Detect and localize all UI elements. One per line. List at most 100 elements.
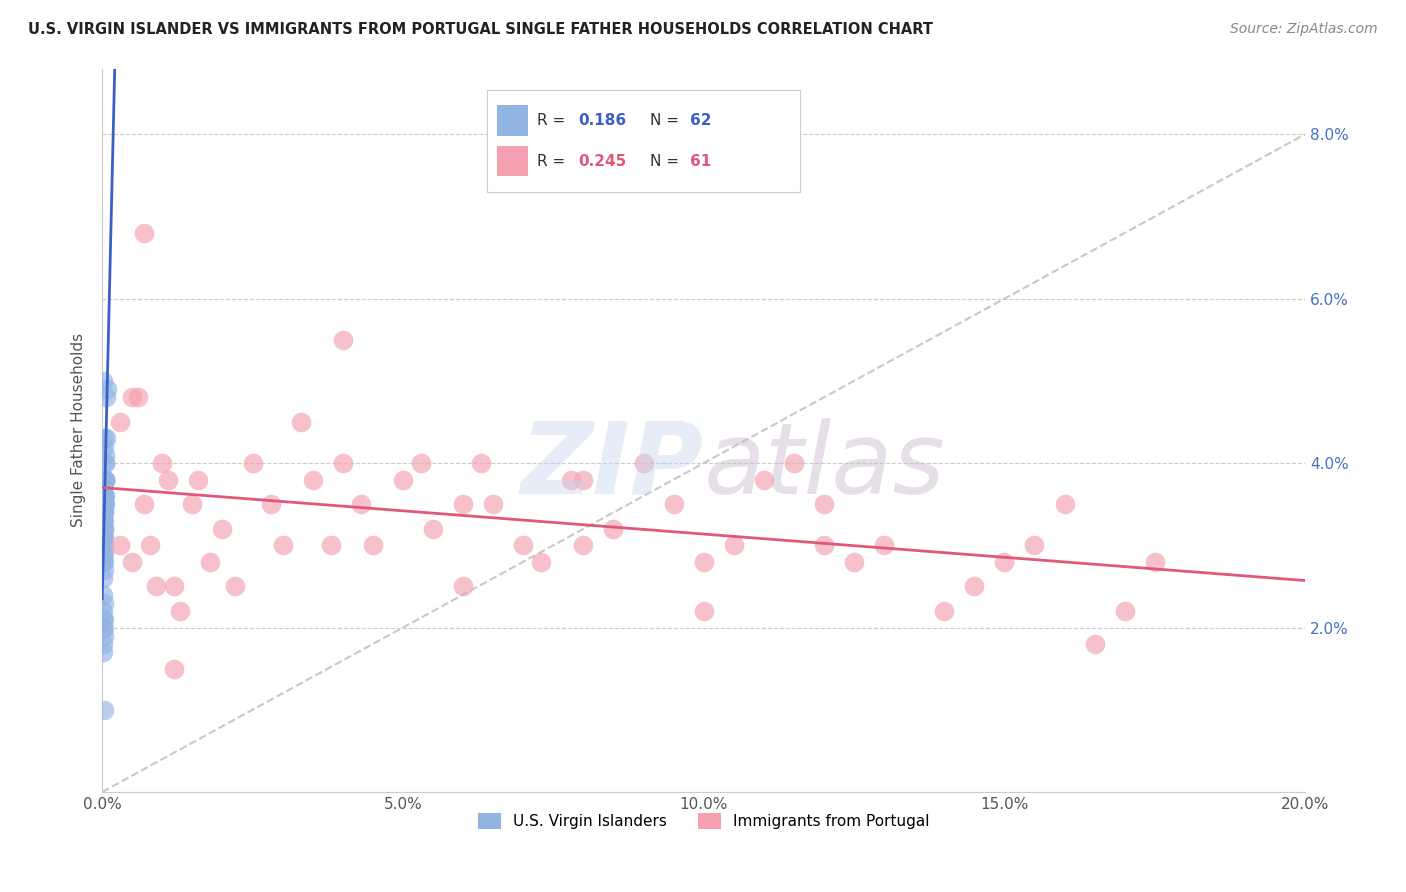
Point bbox=[93, 588, 115, 602]
Point bbox=[93, 473, 115, 487]
Point bbox=[842, 555, 865, 569]
Point bbox=[181, 497, 204, 511]
Point bbox=[301, 473, 323, 487]
Point bbox=[93, 612, 115, 626]
Point bbox=[1143, 555, 1166, 569]
Point bbox=[93, 440, 115, 454]
Point bbox=[93, 489, 115, 503]
Point bbox=[572, 538, 595, 552]
Point bbox=[110, 415, 132, 429]
Point bbox=[271, 538, 294, 552]
Point bbox=[93, 374, 115, 388]
Point bbox=[93, 505, 115, 519]
Point bbox=[121, 555, 143, 569]
Point bbox=[127, 390, 149, 404]
Point bbox=[93, 489, 115, 503]
Point bbox=[350, 497, 373, 511]
Point bbox=[93, 596, 115, 610]
Point bbox=[93, 547, 115, 561]
Point bbox=[93, 489, 115, 503]
Text: Source: ZipAtlas.com: Source: ZipAtlas.com bbox=[1230, 22, 1378, 37]
Point bbox=[332, 456, 354, 470]
Point bbox=[93, 612, 115, 626]
Point bbox=[93, 473, 115, 487]
Point bbox=[93, 505, 115, 519]
Point bbox=[93, 637, 115, 651]
Point bbox=[96, 390, 118, 404]
Point bbox=[813, 497, 835, 511]
Point bbox=[150, 456, 173, 470]
Point bbox=[93, 522, 115, 536]
Point bbox=[93, 497, 115, 511]
Point bbox=[259, 497, 281, 511]
Point bbox=[530, 555, 553, 569]
Point bbox=[602, 522, 624, 536]
Point bbox=[110, 538, 132, 552]
Point bbox=[121, 390, 143, 404]
Point bbox=[93, 547, 115, 561]
Point bbox=[93, 497, 115, 511]
Point bbox=[211, 522, 233, 536]
Point bbox=[1053, 497, 1076, 511]
Point bbox=[93, 571, 115, 585]
Point bbox=[93, 432, 115, 446]
Point bbox=[93, 703, 115, 717]
Point bbox=[145, 579, 167, 593]
Point bbox=[93, 563, 115, 577]
Point bbox=[783, 456, 806, 470]
Point bbox=[93, 604, 115, 618]
Point bbox=[93, 530, 115, 544]
Point bbox=[94, 456, 117, 470]
Text: ZIP: ZIP bbox=[520, 418, 703, 515]
Point bbox=[93, 514, 115, 528]
Point bbox=[93, 645, 115, 659]
Point bbox=[93, 481, 115, 495]
Text: atlas: atlas bbox=[703, 418, 945, 515]
Point bbox=[93, 505, 115, 519]
Point bbox=[187, 473, 209, 487]
Point bbox=[1084, 637, 1107, 651]
Point bbox=[692, 604, 714, 618]
Point bbox=[93, 481, 115, 495]
Point bbox=[200, 555, 222, 569]
Point bbox=[242, 456, 264, 470]
Point bbox=[157, 473, 180, 487]
Point bbox=[93, 489, 115, 503]
Point bbox=[512, 538, 534, 552]
Point bbox=[94, 448, 117, 462]
Point bbox=[993, 555, 1015, 569]
Point bbox=[134, 497, 156, 511]
Point bbox=[813, 538, 835, 552]
Point bbox=[662, 497, 685, 511]
Point bbox=[93, 456, 115, 470]
Point bbox=[93, 522, 115, 536]
Point bbox=[93, 621, 115, 635]
Point bbox=[169, 604, 191, 618]
Point bbox=[96, 382, 118, 396]
Point bbox=[290, 415, 312, 429]
Point bbox=[93, 481, 115, 495]
Point bbox=[963, 579, 986, 593]
Point bbox=[94, 473, 117, 487]
Point bbox=[934, 604, 956, 618]
Point bbox=[1114, 604, 1136, 618]
Point bbox=[134, 226, 156, 240]
Point bbox=[93, 497, 115, 511]
Point bbox=[482, 497, 505, 511]
Point bbox=[93, 530, 115, 544]
Point bbox=[93, 505, 115, 519]
Point bbox=[1024, 538, 1046, 552]
Point bbox=[422, 522, 444, 536]
Point bbox=[451, 579, 474, 593]
Point bbox=[93, 555, 115, 569]
Point bbox=[319, 538, 342, 552]
Point bbox=[392, 473, 415, 487]
Point bbox=[93, 489, 115, 503]
Point bbox=[873, 538, 896, 552]
Point bbox=[93, 489, 115, 503]
Point bbox=[560, 473, 582, 487]
Point bbox=[93, 621, 115, 635]
Point bbox=[723, 538, 745, 552]
Point bbox=[633, 456, 655, 470]
Legend: U.S. Virgin Islanders, Immigrants from Portugal: U.S. Virgin Islanders, Immigrants from P… bbox=[472, 806, 935, 835]
